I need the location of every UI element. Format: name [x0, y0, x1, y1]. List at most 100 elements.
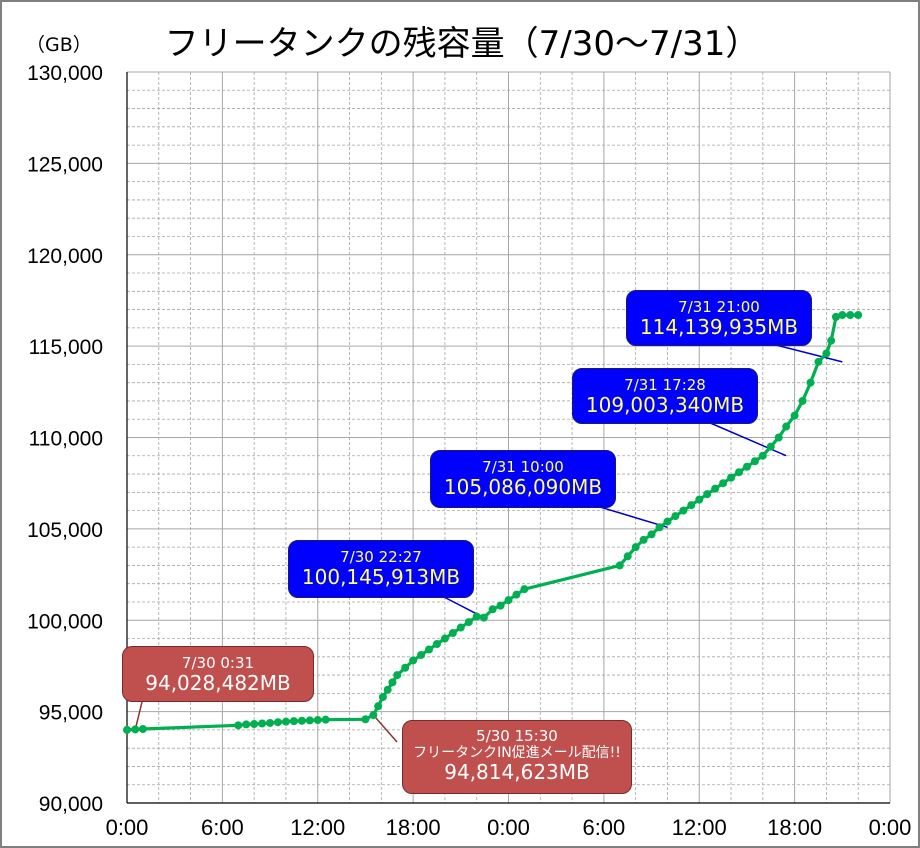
- data-point: [647, 530, 656, 539]
- data-point: [448, 629, 457, 638]
- data-point: [790, 411, 799, 420]
- data-point: [432, 640, 441, 649]
- series-capacity: [123, 311, 863, 734]
- callout-leader: [707, 421, 787, 457]
- data-point: [417, 650, 426, 659]
- data-point: [409, 656, 418, 665]
- y-tick-label: 95,000: [39, 702, 103, 725]
- data-point: [274, 718, 283, 727]
- y-tick-labels: 90,000 95,000 100,000 105,000 110,000 115,000…: [27, 62, 103, 816]
- y-axis-unit: （GB）: [26, 34, 92, 56]
- callout-value: 94,814,623MB: [444, 760, 590, 785]
- data-point: [758, 451, 767, 460]
- y-tick-label: 120,000: [27, 245, 103, 268]
- data-point: [393, 671, 402, 680]
- data-point: [472, 612, 481, 621]
- data-point: [766, 442, 775, 451]
- data-point: [655, 523, 664, 532]
- data-point: [827, 336, 836, 345]
- x-tick-labels: 0:00 6:00 12:00 18:00 0:00 6:00 12:00 18:00 0:00: [106, 815, 912, 840]
- data-point: [378, 693, 387, 702]
- data-point: [361, 715, 370, 724]
- callout-2100: 7/31 21:00 114,139,935MB: [626, 290, 812, 346]
- data-point: [123, 725, 131, 734]
- x-tick-label: 0:00: [869, 815, 912, 840]
- data-point: [695, 495, 704, 504]
- data-point: [814, 357, 823, 366]
- callout-value: 94,028,482MB: [145, 671, 291, 696]
- data-point: [479, 613, 488, 622]
- callout-1530: 5/30 15:30 フリータンクIN促進メール配信!! 94,814,623M…: [402, 720, 632, 794]
- callout-time: 7/30 0:31: [181, 654, 255, 672]
- major-grid: [126, 71, 891, 804]
- data-point: [496, 601, 505, 610]
- data-point: [623, 552, 632, 561]
- callout-time: 7/31 17:28: [624, 376, 706, 394]
- data-point: [297, 716, 306, 725]
- data-point: [313, 716, 322, 725]
- callout-value: 114,139,935MB: [639, 315, 799, 340]
- data-point: [671, 512, 680, 521]
- y-tick-label: 130,000: [27, 62, 103, 85]
- data-point: [711, 484, 720, 493]
- callout-leader: [134, 701, 143, 730]
- data-point: [138, 724, 147, 733]
- y-tick-label: 110,000: [29, 428, 103, 451]
- data-point: [289, 717, 298, 726]
- data-point: [321, 715, 330, 724]
- x-tick-label: 0:00: [487, 815, 530, 840]
- callout-time: 7/31 21:00: [678, 298, 760, 316]
- x-tick-label: 0:00: [106, 815, 149, 840]
- data-point: [663, 517, 672, 526]
- data-point: [281, 717, 290, 726]
- data-point: [806, 378, 815, 387]
- data-point: [504, 596, 513, 605]
- callout-note: フリータンクIN促進メール配信!!: [413, 745, 621, 762]
- data-point: [250, 720, 259, 729]
- y-tick-label: 115,000: [29, 336, 103, 359]
- data-point: [854, 311, 863, 320]
- data-point: [401, 663, 410, 672]
- data-point: [838, 311, 847, 320]
- callout-value: 109,003,340MB: [585, 393, 745, 418]
- x-tick-label: 18:00: [386, 815, 441, 840]
- y-tick-label: 90,000: [39, 793, 103, 816]
- chart-title: フリータンクの残容量（7/30〜7/31）: [164, 24, 760, 64]
- callout-time: 5/30 15:30: [476, 727, 558, 745]
- data-point: [464, 618, 473, 627]
- callout-value: 105,086,090MB: [443, 475, 603, 500]
- callout-0031: 7/30 0:31 94,028,482MB: [122, 646, 314, 702]
- data-point: [258, 719, 267, 728]
- data-point: [234, 721, 243, 730]
- callout-time: 7/31 10:00: [482, 458, 564, 476]
- y-tick-label: 100,000: [27, 610, 103, 633]
- data-point: [374, 702, 383, 711]
- data-point: [266, 718, 275, 727]
- data-point: [305, 716, 314, 725]
- data-point: [687, 501, 696, 510]
- data-point: [425, 645, 434, 654]
- data-point: [742, 462, 751, 471]
- callout-2227: 7/30 22:27 100,145,913MB: [288, 540, 474, 598]
- x-tick-label: 18:00: [767, 815, 822, 840]
- callout-leader: [771, 343, 843, 363]
- data-point: [822, 349, 831, 358]
- y-tick-label: 125,000: [27, 153, 103, 176]
- x-tick-label: 6:00: [201, 815, 244, 840]
- data-point: [512, 590, 521, 599]
- y-tick-label: 105,000: [27, 519, 103, 542]
- data-point: [131, 725, 140, 734]
- data-point: [383, 685, 392, 694]
- data-point: [615, 561, 624, 570]
- data-point: [388, 678, 397, 687]
- data-point: [631, 543, 640, 552]
- callout-1000: 7/31 10:00 105,086,090MB: [430, 450, 616, 508]
- x-tick-label: 6:00: [582, 815, 625, 840]
- callout-time: 7/30 22:27: [340, 548, 422, 566]
- data-point: [727, 473, 736, 482]
- data-point: [639, 535, 648, 544]
- callout-leader: [599, 506, 668, 529]
- data-point: [774, 433, 783, 442]
